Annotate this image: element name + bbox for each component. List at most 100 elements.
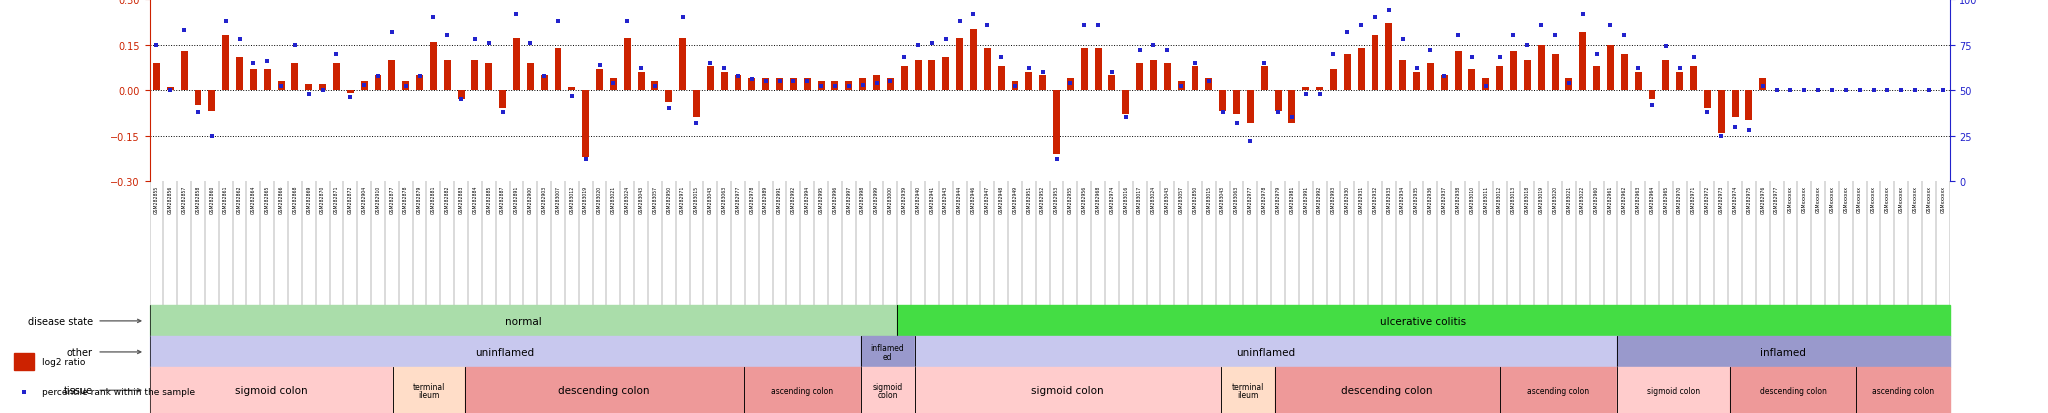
Text: GSM283063: GSM283063: [1235, 185, 1239, 214]
Bar: [1468, 70, 1475, 91]
Point: [334, 95, 367, 102]
Bar: [1288, 91, 1296, 124]
Text: GSM282868: GSM282868: [293, 185, 297, 214]
Text: GSM283000: GSM283000: [889, 185, 893, 214]
Bar: [250, 70, 256, 91]
Point: [1165, 84, 1198, 90]
Point: [209, 19, 242, 25]
Text: GSM282992: GSM282992: [791, 185, 797, 214]
Text: descending colon: descending colon: [559, 385, 649, 395]
Text: GSM282950: GSM282950: [666, 185, 672, 214]
Bar: [1745, 91, 1753, 121]
Point: [1137, 42, 1169, 49]
Point: [1290, 91, 1323, 98]
Bar: [1616, 337, 1950, 368]
Bar: [1163, 64, 1171, 91]
Point: [846, 82, 879, 89]
Bar: [887, 79, 893, 91]
Text: GSM282935: GSM282935: [1413, 185, 1419, 214]
Text: GSM282946: GSM282946: [971, 185, 977, 214]
Bar: [1108, 76, 1116, 91]
Point: [1898, 88, 1931, 94]
Text: GSM282979: GSM282979: [1276, 185, 1280, 214]
Text: GSM282991: GSM282991: [1303, 185, 1309, 214]
Point: [1247, 60, 1280, 67]
Bar: [1538, 45, 1544, 91]
Text: GSM282974: GSM282974: [1110, 185, 1114, 214]
Bar: [1413, 73, 1419, 91]
Bar: [14, 354, 33, 370]
Point: [1774, 88, 1806, 94]
Text: GSM282975: GSM282975: [1747, 185, 1751, 214]
Text: GSM282870: GSM282870: [319, 185, 326, 214]
Bar: [1499, 368, 1616, 413]
Text: GSM282997: GSM282997: [846, 185, 852, 214]
Bar: [1219, 91, 1227, 112]
Text: GSM282862: GSM282862: [238, 185, 242, 214]
Text: GSM282973: GSM282973: [1718, 185, 1724, 214]
Point: [1927, 88, 1960, 94]
Bar: [236, 57, 244, 91]
Text: GSM282956: GSM282956: [1081, 185, 1087, 214]
Bar: [860, 368, 915, 413]
Point: [528, 73, 561, 80]
Point: [279, 42, 311, 49]
Bar: [1733, 91, 1739, 118]
Text: GSM282938: GSM282938: [1456, 185, 1460, 214]
Bar: [1274, 91, 1282, 112]
Bar: [430, 43, 436, 91]
Point: [1829, 88, 1862, 94]
Bar: [221, 36, 229, 91]
Text: GSMxxxxxx: GSMxxxxxx: [1858, 185, 1862, 212]
Point: [764, 78, 797, 85]
Text: descending colon: descending colon: [1341, 385, 1434, 395]
Point: [8, 388, 41, 395]
Point: [721, 73, 754, 80]
Text: GSM282930: GSM282930: [1346, 185, 1350, 214]
Bar: [1690, 66, 1698, 91]
Point: [473, 40, 506, 47]
Point: [348, 82, 381, 89]
Bar: [666, 91, 672, 103]
Point: [944, 19, 977, 25]
Point: [1663, 66, 1696, 72]
Text: GSM282998: GSM282998: [860, 185, 864, 214]
Text: GSMxxxxxx: GSMxxxxxx: [1898, 185, 1905, 212]
Text: other: other: [68, 347, 92, 357]
Point: [1178, 60, 1210, 67]
Point: [1788, 88, 1821, 94]
Point: [1331, 29, 1364, 36]
Point: [1747, 84, 1780, 90]
Point: [1593, 22, 1626, 29]
Bar: [209, 91, 215, 112]
Point: [584, 62, 616, 69]
Text: terminal
ileum: terminal ileum: [1231, 382, 1264, 399]
Text: GSM282991: GSM282991: [776, 185, 782, 214]
Text: GSM282937: GSM282937: [1442, 185, 1446, 214]
Point: [1026, 69, 1059, 76]
Bar: [500, 91, 506, 109]
Text: GSM282972: GSM282972: [1704, 185, 1710, 214]
Bar: [1262, 66, 1268, 91]
Point: [293, 91, 326, 98]
Point: [238, 60, 270, 67]
Text: GSM282940: GSM282940: [915, 185, 920, 214]
Point: [750, 78, 782, 85]
Point: [1692, 109, 1724, 116]
Point: [1012, 66, 1044, 72]
Point: [680, 120, 713, 127]
Bar: [1675, 73, 1683, 91]
Bar: [997, 66, 1006, 91]
Text: GSM282978: GSM282978: [1262, 185, 1268, 214]
Point: [375, 29, 408, 36]
Bar: [512, 39, 520, 91]
Bar: [831, 82, 838, 91]
Point: [1303, 91, 1335, 98]
Text: uninflamed: uninflamed: [1237, 347, 1294, 357]
Bar: [1178, 82, 1184, 91]
Point: [444, 97, 477, 103]
Bar: [791, 79, 797, 91]
Bar: [305, 85, 311, 91]
Bar: [762, 79, 770, 91]
Bar: [465, 368, 743, 413]
